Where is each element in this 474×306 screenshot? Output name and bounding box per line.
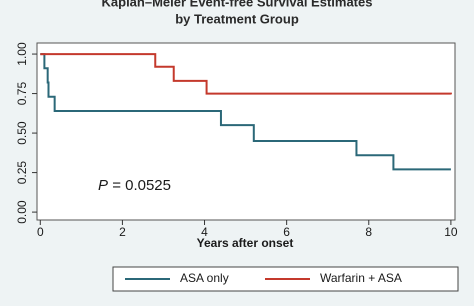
x-tick-label: 0 xyxy=(37,225,44,239)
y-tick-label: 0.00 xyxy=(15,200,29,224)
x-tick-label: 8 xyxy=(365,225,372,239)
survival-curve xyxy=(40,53,451,171)
plot-area xyxy=(36,42,456,221)
x-tick-label: 2 xyxy=(119,225,126,239)
x-axis-label: Years after onset xyxy=(197,236,294,250)
y-tick-label: 0.25 xyxy=(15,161,29,185)
annotation-p: P xyxy=(98,177,108,194)
annotation-value: = 0.0525 xyxy=(112,177,171,194)
y-tick-label: 1.00 xyxy=(15,42,29,66)
x-tick-label: 6 xyxy=(283,225,290,239)
chart-title: Kaplan–Meier Event-free Survival Estimat… xyxy=(102,0,373,9)
legend-label: ASA only xyxy=(180,271,229,285)
legend-label: Warfarin + ASA xyxy=(320,271,402,285)
survival-curve xyxy=(40,53,452,95)
annotation: P = 0.0525 xyxy=(98,177,171,194)
chart-subtitle: by Treatment Group xyxy=(175,11,299,26)
y-tick-label: 0.50 xyxy=(15,121,29,145)
x-tick-label: 4 xyxy=(201,225,208,239)
y-tick-label: 0.75 xyxy=(15,82,29,106)
x-tick-label: 10 xyxy=(444,225,458,239)
